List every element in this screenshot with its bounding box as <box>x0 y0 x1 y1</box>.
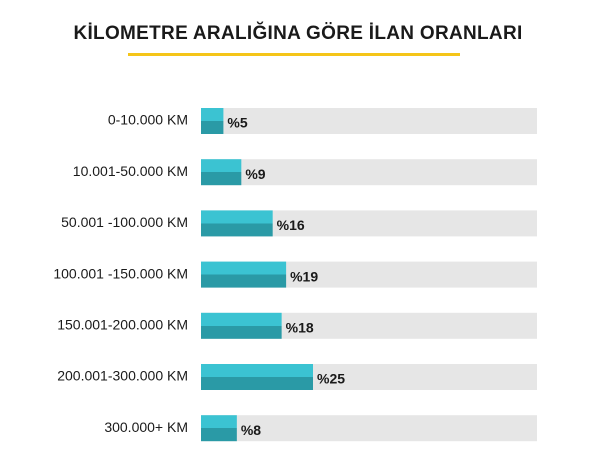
value-label: %9 <box>245 166 265 182</box>
bar <box>201 364 313 390</box>
bar <box>201 108 224 134</box>
category-label: 100.001 -150.000 KM <box>53 265 188 281</box>
bar <box>201 210 273 237</box>
bar-track <box>201 159 537 186</box>
category-label: 0-10.000 KM <box>108 112 188 128</box>
value-label: %19 <box>290 268 318 284</box>
title-underline <box>128 53 460 56</box>
category-label: 300.000+ KM <box>104 419 188 435</box>
bar-track <box>201 415 537 442</box>
bar <box>201 312 282 339</box>
chart-title: KİLOMETRE ARALIĞINA GÖRE İLAN ORANLARI <box>73 22 522 44</box>
value-label: %18 <box>286 320 314 336</box>
category-label: 150.001-200.000 KM <box>57 317 188 333</box>
value-label: %5 <box>227 115 247 131</box>
value-label: %25 <box>317 371 345 387</box>
bar <box>201 415 237 442</box>
category-label: 50.001 -100.000 KM <box>61 214 188 230</box>
bar-track <box>201 108 537 134</box>
value-label: %16 <box>277 217 305 233</box>
category-label: 200.001-300.000 KM <box>57 368 188 384</box>
bar <box>201 261 287 288</box>
value-label: %8 <box>241 422 261 438</box>
category-label: 10.001-50.000 KM <box>73 163 188 179</box>
bar <box>201 159 242 186</box>
